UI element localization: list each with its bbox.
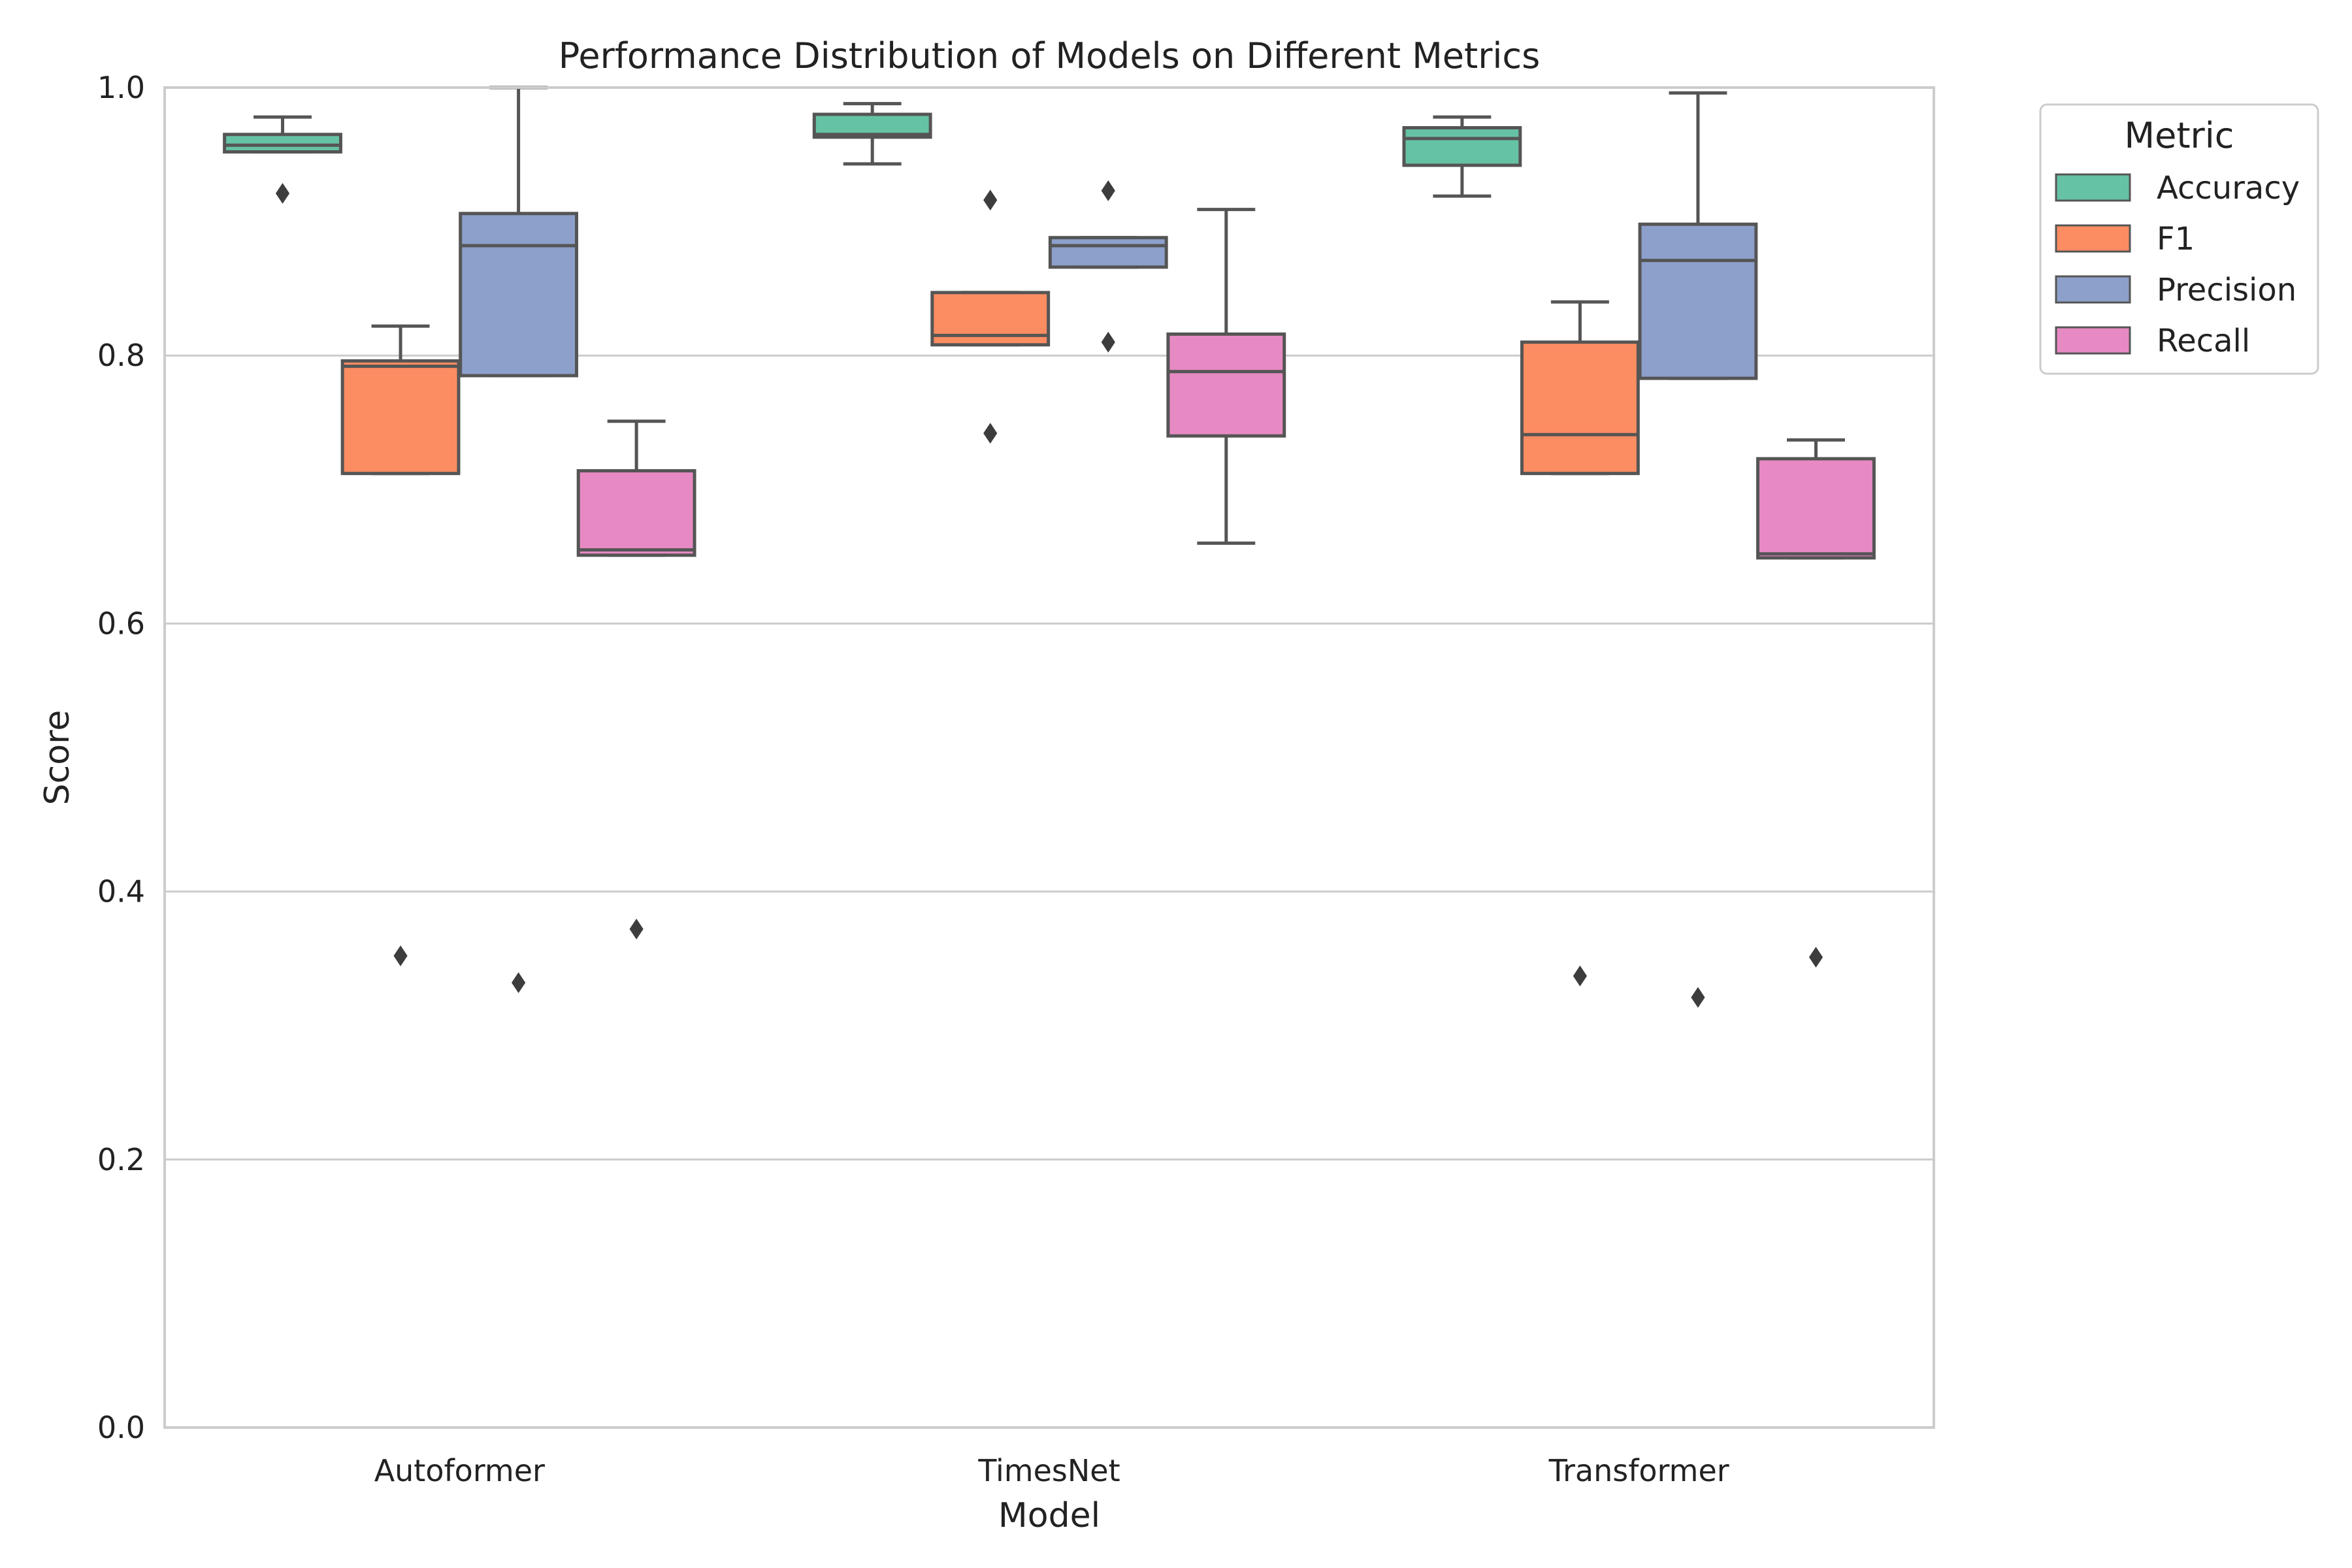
box-precision-timesnet [1048,180,1168,353]
box-precision-transformer [1638,91,1758,1008]
chart-title: Performance Distribution of Models on Di… [559,35,1540,76]
outlier-point-0 [1691,987,1705,1008]
box-accuracy-transformer [1402,115,1522,198]
box-precision-autoformer [459,86,579,993]
outlier-point-0 [1808,947,1823,968]
box-recall-timesnet [1166,208,1286,545]
x-tick-label-0: Autoformer [374,1453,545,1488]
outlier-point-0 [629,919,644,939]
legend-swatch-f1 [2055,224,2131,253]
outlier-point-1 [1101,331,1115,353]
legend-label-accuracy: Accuracy [2157,170,2300,206]
legend-title: Metric [2125,115,2234,156]
legend-label-precision: Precision [2157,272,2296,308]
box-recall-autoformer [576,419,696,939]
box-layer [223,86,1876,1008]
outlier-point-0 [983,189,998,211]
outlier-point-0 [511,972,526,993]
x-tick-label-2: Transformer [1548,1453,1729,1488]
box-f1-autoformer [340,324,461,966]
x-axis-title: Model [998,1496,1100,1535]
box-accuracy-autoformer [223,115,342,204]
box-body [223,133,342,154]
y-tick-label-0: 0.0 [97,1410,145,1445]
legend-swatch-recall [2055,326,2131,355]
outlier-point-0 [393,945,408,966]
legend-swatch-precision [2055,275,2131,304]
outlier-point-0 [275,183,290,204]
legend: Metric Accuracy F1 Precision Recall [2039,103,2319,375]
box-body [1520,340,1640,476]
legend-label-recall: Recall [2157,323,2250,359]
legend-frame [2039,103,2319,375]
box-body [1166,332,1286,438]
y-tick-label-5: 1.0 [97,70,145,105]
y-axis-ticks: 0.0 0.2 0.4 0.6 0.8 1.0 [97,70,145,1445]
legend-label-f1: F1 [2157,221,2195,257]
y-tick-label-1: 0.2 [97,1142,145,1177]
x-axis-ticks: Autoformer TimesNet Transformer [374,1453,1729,1488]
outlier-point-0 [1573,965,1588,987]
plot-frame [163,86,1935,1429]
x-tick-label-1: TimesNet [977,1453,1120,1488]
box-body [1638,222,1758,380]
box-body [1402,126,1522,167]
box-body [1756,457,1876,560]
y-tick-label-4: 0.8 [97,338,145,373]
outlier-point-0 [1101,180,1115,201]
box-f1-transformer [1520,300,1640,987]
box-body [1048,236,1168,269]
legend-swatch-accuracy [2055,173,2131,202]
legend-items: Accuracy F1 Precision Recall [2055,170,2300,359]
box-accuracy-timesnet [812,102,932,166]
box-body [459,212,579,378]
box-body [576,469,696,557]
y-tick-label-3: 0.6 [97,606,145,641]
y-tick-label-2: 0.4 [97,874,145,909]
y-axis-title: Score [38,710,77,806]
box-body [340,359,461,476]
box-recall-transformer [1756,438,1876,968]
box-f1-timesnet [930,189,1051,444]
outlier-point-1 [983,423,998,444]
